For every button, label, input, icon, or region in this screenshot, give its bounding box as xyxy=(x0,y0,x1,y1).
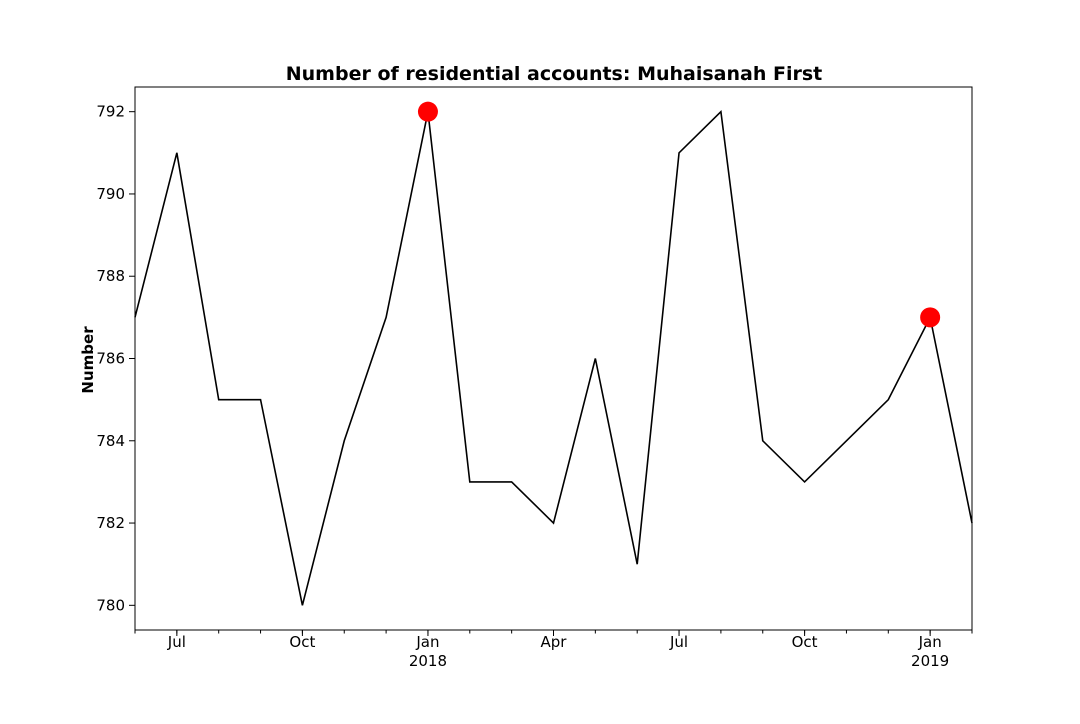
y-tick-label: 784 xyxy=(96,432,125,450)
y-tick-label: 782 xyxy=(96,514,125,532)
series-line xyxy=(134,109,973,606)
x-tick-label: Apr xyxy=(541,633,568,651)
y-tick-label: 780 xyxy=(96,596,125,614)
highlight-marker xyxy=(417,101,438,122)
x-tick-label: Jan xyxy=(918,633,942,651)
x-tick-label: Jan xyxy=(415,633,439,651)
x-tick-label: Jul xyxy=(669,633,688,651)
chart-title: Number of residential accounts: Muhaisan… xyxy=(286,63,823,85)
x-tick-label: Jul xyxy=(167,633,186,651)
x-tick-label: Oct xyxy=(289,633,315,651)
y-tick-label: 788 xyxy=(96,267,125,285)
x-tick-year-label: 2019 xyxy=(911,652,949,670)
x-tick-label: Oct xyxy=(792,633,818,651)
plot-frame xyxy=(134,86,973,631)
y-axis-label: Number xyxy=(79,326,97,394)
highlight-marker xyxy=(920,307,941,328)
x-tick-year-label: 2018 xyxy=(409,652,447,670)
y-tick-label: 790 xyxy=(96,185,125,203)
y-tick-label: 792 xyxy=(96,103,125,121)
y-tick-label: 786 xyxy=(96,350,125,368)
